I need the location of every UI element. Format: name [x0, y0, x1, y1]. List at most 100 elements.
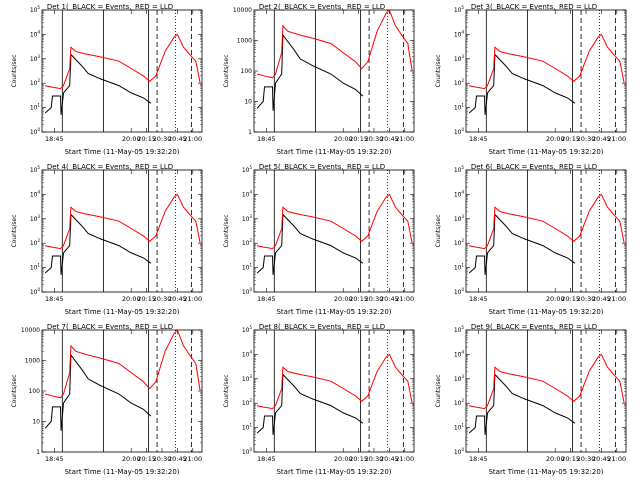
- x-tick-label: 18:45: [469, 295, 488, 303]
- series-line-lld: [468, 33, 625, 90]
- y-tick-label: 103: [242, 374, 253, 383]
- y-axis-label: Counts/sec: [435, 214, 442, 247]
- plot-frame: [41, 329, 203, 453]
- plot-frame: [465, 169, 627, 293]
- x-tick-label: 20:00: [546, 295, 565, 303]
- y-tick-label: 105: [30, 5, 41, 14]
- x-tick-label: 20:15: [349, 135, 368, 143]
- y-tick-label: 100: [454, 127, 465, 136]
- x-tick-label: 21:00: [183, 135, 202, 143]
- y-tick-label: 100: [242, 287, 253, 296]
- x-tick-label: 20:00: [122, 295, 141, 303]
- series-line-events: [468, 213, 576, 275]
- chart-panel-5: Det 5(_BLACK = Events,_RED = LLD Counts/s…: [223, 163, 415, 316]
- y-tick-label: 102: [242, 238, 253, 247]
- x-tick-label: 20:45: [380, 455, 399, 463]
- y-tick-label: 103: [30, 214, 41, 223]
- y-tick-label: 103: [30, 54, 41, 63]
- x-tick-label: 20:30: [365, 295, 384, 303]
- y-tick-label: 100: [242, 447, 253, 456]
- x-tick-label: 20:45: [168, 135, 187, 143]
- y-tick-label: 103: [454, 54, 465, 63]
- series-line-lld: [44, 33, 201, 90]
- y-tick-label: 104: [30, 29, 41, 38]
- chart-title: Det 3(_BLACK = Events,_RED = LLD: [471, 3, 597, 11]
- x-tick-label: 20:15: [561, 295, 580, 303]
- chart-title: Det 2(_BLACK = Events,_RED = LLD: [259, 3, 385, 11]
- series-line-lld: [256, 193, 413, 250]
- y-tick-label: 10000: [21, 327, 40, 334]
- x-tick-label: 20:30: [365, 455, 384, 463]
- series-line-events: [468, 53, 576, 115]
- series-line-events: [256, 373, 364, 435]
- y-tick-label: 105: [242, 165, 253, 174]
- x-tick-label: 21:00: [395, 135, 414, 143]
- x-tick-label: 21:00: [183, 295, 202, 303]
- y-tick-label: 101: [242, 263, 253, 272]
- y-tick-label: 101: [30, 263, 41, 272]
- series-line-events: [256, 213, 364, 275]
- chart-panel-2: Det 2(_BLACK = Events,_RED = LLD Counts/s…: [223, 3, 415, 156]
- x-tick-label: 20:30: [153, 455, 172, 463]
- chart-title: Det 7(_BLACK = Events,_RED = LLD: [47, 323, 173, 331]
- plot-frame: [253, 169, 415, 293]
- plot-frame: [253, 9, 415, 133]
- y-tick-label: 104: [454, 29, 465, 38]
- plot-frame: [41, 9, 203, 133]
- x-tick-label: 20:30: [365, 135, 384, 143]
- x-tick-label: 20:30: [577, 135, 596, 143]
- chart-panel-9: Det 9(_BLACK = Events,_RED = LLD Counts/s…: [435, 323, 627, 476]
- chart-title: Det 4(_BLACK = Events,_RED = LLD: [47, 163, 173, 171]
- y-axis-label: Counts/sec: [223, 214, 230, 247]
- x-tick-label: 20:15: [137, 135, 156, 143]
- x-tick-label: 20:30: [577, 455, 596, 463]
- x-tick-label: 21:00: [395, 295, 414, 303]
- x-tick-label: 20:45: [168, 295, 187, 303]
- chart-title: Det 8(_BLACK = Events,_RED = LLD: [259, 323, 385, 331]
- x-tick-label: 18:45: [45, 295, 64, 303]
- chart-panel-7: Det 7(_BLACK = Events,_RED = LLD Counts/s…: [11, 323, 203, 476]
- y-tick-label: 105: [454, 325, 465, 334]
- y-axis-label: Counts/sec: [11, 54, 18, 87]
- series-line-events: [256, 33, 364, 111]
- plot-frame: [465, 9, 627, 133]
- y-tick-label: 104: [242, 189, 253, 198]
- x-tick-label: 20:15: [561, 135, 580, 143]
- y-tick-label: 101: [454, 423, 465, 432]
- y-tick-label: 10: [32, 419, 40, 426]
- y-tick-label: 104: [454, 189, 465, 198]
- x-tick-label: 20:30: [153, 135, 172, 143]
- y-tick-label: 10000: [233, 7, 252, 14]
- y-tick-label: 105: [30, 165, 41, 174]
- x-axis-label: Start Time (11-May-05 19:32:20): [64, 468, 179, 476]
- series-line-events: [44, 53, 152, 115]
- x-tick-label: 20:00: [334, 135, 353, 143]
- x-axis-label: Start Time (11-May-05 19:32:20): [276, 468, 391, 476]
- y-tick-label: 1000: [237, 38, 252, 45]
- x-tick-label: 18:45: [469, 455, 488, 463]
- plot-frame: [41, 169, 203, 293]
- x-tick-label: 18:45: [469, 135, 488, 143]
- chart-title: Det 9(_BLACK = Events,_RED = LLD: [471, 323, 597, 331]
- x-axis-label: Start Time (11-May-05 19:32:20): [276, 308, 391, 316]
- y-tick-label: 105: [454, 165, 465, 174]
- series-line-events: [44, 213, 152, 275]
- y-tick-label: 102: [454, 78, 465, 87]
- x-tick-label: 20:15: [561, 455, 580, 463]
- x-tick-label: 20:45: [168, 455, 187, 463]
- x-axis-label: Start Time (11-May-05 19:32:20): [488, 148, 603, 156]
- x-tick-label: 20:15: [349, 455, 368, 463]
- y-tick-label: 1: [36, 449, 40, 456]
- x-axis-label: Start Time (11-May-05 19:32:20): [64, 308, 179, 316]
- chart-title: Det 5(_BLACK = Events,_RED = LLD: [259, 163, 385, 171]
- x-tick-label: 18:45: [257, 135, 276, 143]
- chart-title: Det 6(_BLACK = Events,_RED = LLD: [471, 163, 597, 171]
- x-tick-label: 20:00: [122, 135, 141, 143]
- y-tick-label: 102: [454, 398, 465, 407]
- x-tick-label: 21:00: [607, 135, 626, 143]
- chart-panel-1: Det 1(_BLACK = Events,_RED = LLD Counts/s…: [11, 3, 203, 156]
- x-tick-label: 20:45: [592, 135, 611, 143]
- y-tick-label: 104: [30, 189, 41, 198]
- x-tick-label: 20:00: [334, 295, 353, 303]
